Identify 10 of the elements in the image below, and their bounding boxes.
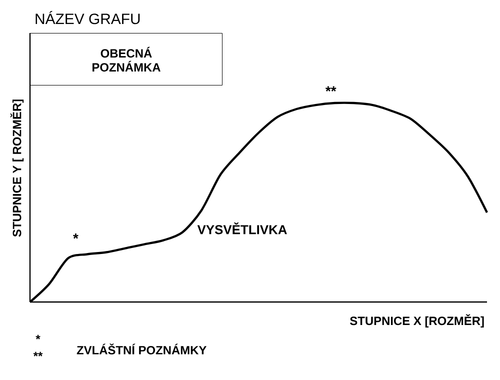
chart-title: NÁZEV GRAFU: [36, 11, 140, 24]
text: OBECNÁ POZNÁMKA: [92, 46, 160, 72]
series-label: VYSVĚTLIVKA: [197, 222, 287, 234]
text: **: [325, 86, 336, 92]
x-axis-title: STUPNICE X [ROZMĚR]: [350, 314, 484, 328]
text: ZVLÁŠTNÍ POZNÁMKY: [76, 344, 206, 354]
text: *: [36, 334, 40, 340]
y-axis-title: STUPNICE Y [ ROZMĚR]: [10, 100, 24, 237]
text: **: [33, 352, 43, 356]
annotation: *: [73, 234, 78, 239]
